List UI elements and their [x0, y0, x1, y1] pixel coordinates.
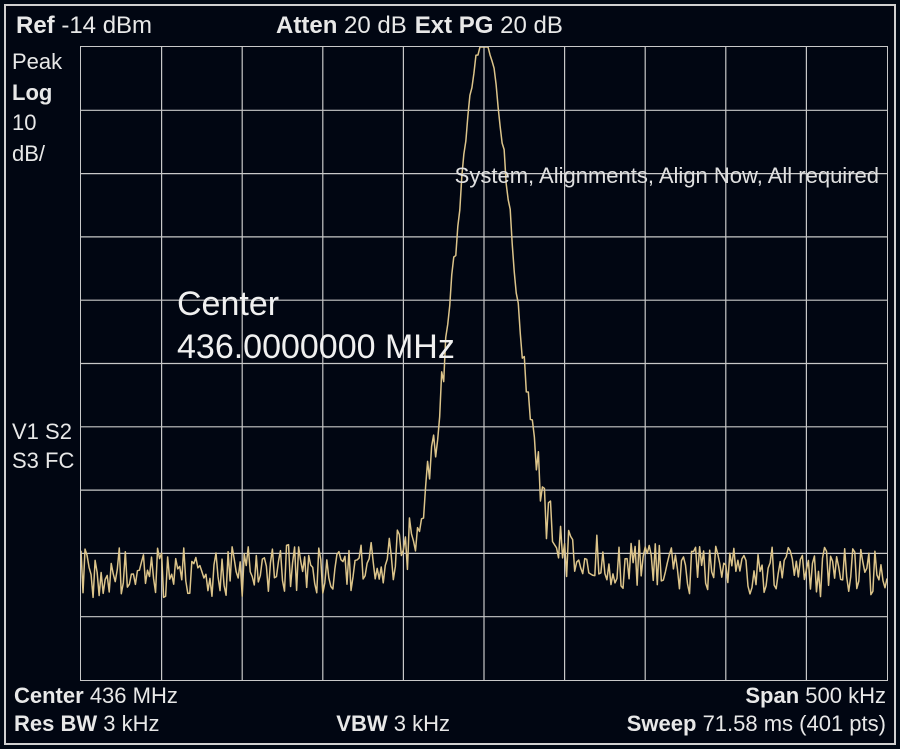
vbw-value: 3 kHz — [394, 711, 450, 736]
center-readout: Center 436 MHz — [14, 682, 178, 711]
sweep-label: Sweep — [627, 711, 697, 736]
ref-label: Ref — [16, 12, 55, 39]
atten-value: 20 dB — [344, 12, 407, 39]
scale-unit: dB/ — [12, 140, 76, 169]
sweep-value: 71.58 ms (401 pts) — [703, 711, 886, 736]
center-overlay-label: Center — [177, 283, 455, 326]
center-overlay-value: 436.0000000 MHz — [177, 326, 455, 369]
left-annotations: V1 S2 S3 FC — [12, 418, 74, 475]
footer-bar: Center 436 MHz Span 500 kHz Res BW 3 kHz… — [14, 682, 886, 739]
detector-label: Peak — [12, 48, 76, 77]
resbw-label: Res BW — [14, 711, 97, 736]
spectrum-display[interactable]: System, Alignments, Align Now, All requi… — [80, 46, 888, 681]
fc-label: FC — [45, 448, 74, 473]
span-value: 500 kHz — [805, 683, 886, 708]
analyzer-screen: Ref -14 dBm Atten 20 dB Ext PG 20 dB Pea… — [4, 4, 896, 745]
resbw-value: 3 kHz — [103, 711, 159, 736]
footer-row-2: Res BW 3 kHz VBW 3 kHz Sweep 71.58 ms (4… — [14, 710, 886, 739]
s3-label: S3 — [12, 448, 39, 473]
extpg-label: Ext PG — [415, 12, 494, 39]
header-bar: Ref -14 dBm Atten 20 dB Ext PG 20 dB — [6, 12, 894, 40]
ref-value: -14 dBm — [61, 12, 152, 39]
span-readout: Span 500 kHz — [745, 682, 886, 711]
s2-label: S2 — [45, 419, 72, 444]
resbw-readout: Res BW 3 kHz — [14, 710, 160, 739]
span-label: Span — [745, 683, 799, 708]
v1-label: V1 — [12, 419, 39, 444]
scale-value: 10 — [12, 109, 76, 138]
footer-row-1: Center 436 MHz Span 500 kHz — [14, 682, 886, 711]
vbw-label: VBW — [336, 711, 387, 736]
sweep-readout: Sweep 71.58 ms (401 pts) — [627, 710, 886, 739]
vbw-readout: VBW 3 kHz — [160, 710, 627, 739]
annot-row-2: S3 FC — [12, 447, 74, 476]
extpg-readout: Ext PG 20 dB — [415, 12, 563, 40]
scale-type: Log — [12, 79, 76, 108]
ref-readout: Ref -14 dBm — [16, 12, 152, 40]
center-label: Center — [14, 683, 84, 708]
annot-row-1: V1 S2 — [12, 418, 74, 447]
center-overlay: Center 436.0000000 MHz — [177, 283, 455, 368]
center-value: 436 MHz — [90, 683, 178, 708]
left-scale-labels: Peak Log 10 dB/ — [12, 48, 76, 170]
atten-label: Atten — [276, 12, 337, 39]
status-message: System, Alignments, Align Now, All requi… — [455, 163, 879, 189]
extpg-value: 20 dB — [500, 12, 563, 39]
atten-readout: Atten 20 dB — [276, 12, 407, 40]
